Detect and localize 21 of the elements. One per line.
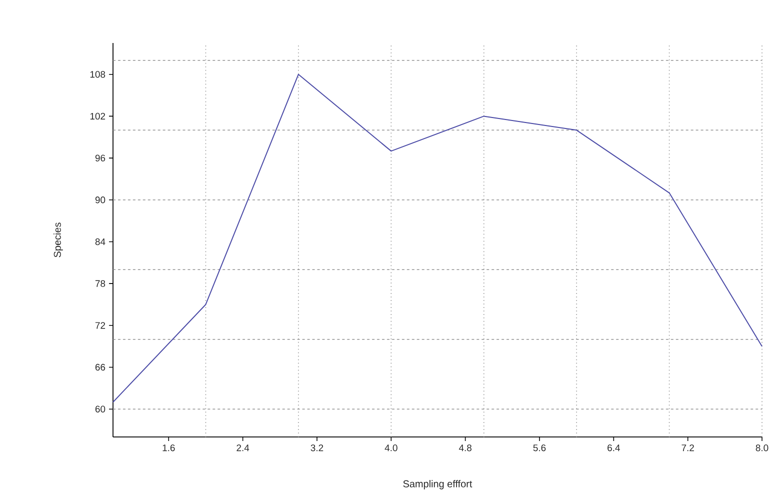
y-tick-label: 96 xyxy=(95,154,106,162)
x-tick-label: 2.4 xyxy=(236,444,250,452)
y-tick-label: 72 xyxy=(95,322,106,329)
y-axis-title: Species xyxy=(54,222,63,258)
y-tick-label: 84 xyxy=(95,238,106,246)
y-tick-label: 78 xyxy=(95,280,106,287)
x-tick-label: 7.2 xyxy=(682,444,694,452)
x-tick-label: 4.0 xyxy=(384,444,398,452)
x-tick-label: 1.6 xyxy=(162,444,175,452)
x-tick-label: 8.0 xyxy=(756,444,768,452)
line-series xyxy=(112,74,763,403)
x-tick-label: 3.2 xyxy=(310,444,324,452)
x-axis-title: Sampling efffort xyxy=(403,480,472,490)
y-tick-label: 102 xyxy=(90,112,106,120)
y-tick-label: 60 xyxy=(95,406,106,412)
x-tick-label: 5.6 xyxy=(533,444,546,452)
x-tick-label: 4.8 xyxy=(458,444,472,452)
y-tick-label: 108 xyxy=(90,71,106,78)
y-tick-label: 90 xyxy=(95,196,106,204)
x-tick-label: 6.4 xyxy=(608,444,620,452)
y-tick-label: 66 xyxy=(95,364,106,371)
